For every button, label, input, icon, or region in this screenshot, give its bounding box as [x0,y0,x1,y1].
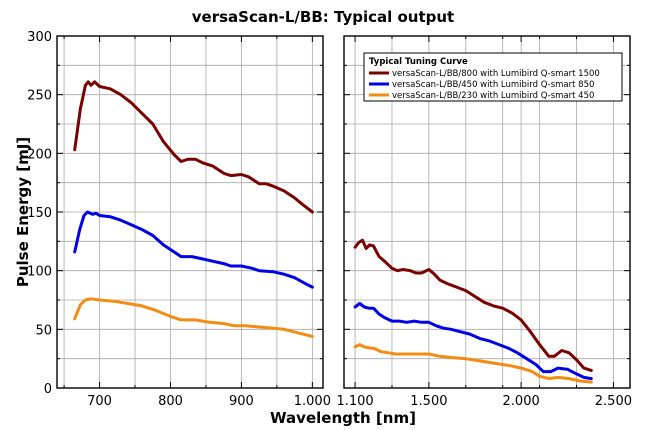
series-line-2-right [353,302,593,381]
series-line-2-left [73,210,314,289]
y-tick-label: 300 [27,30,52,45]
x-tick-label: 700 [87,394,112,409]
legend: Typical Tuning Curve versaScan-L/BB/800 … [363,52,623,102]
series-line-3-left [73,297,314,338]
y-tick-label: 50 [35,323,52,338]
x-tick-label: 800 [158,394,183,409]
y-tick-label: 150 [27,206,52,221]
legend-title: Typical Tuning Curve [369,57,468,67]
x-tick-label: 2.000 [503,394,540,409]
y-tick-label: 200 [27,147,52,162]
series-line-1-right [353,238,593,372]
x-tick-label: 1.100 [336,394,373,409]
series-line-1-left [73,80,314,214]
x-tick-label: 1.500 [410,394,447,409]
left-panel: 700 800 900 1.000 0 50 100 150 200 250 300 [27,30,331,409]
series-line-3-right [353,343,593,384]
x-tick-label: 1.000 [294,394,331,409]
y-tick-label: 0 [44,382,52,397]
y-tick-label: 250 [27,89,52,104]
legend-label-series-1: versaScan-L/BB/800 with Lumibird Q-smart… [392,69,600,79]
legend-box [363,52,623,102]
legend-label-series-3: versaScan-L/BB/230 with Lumibird Q-smart… [392,91,594,101]
y-axis-label: Pulse Energy [mJ] [14,137,32,287]
x-axis-label: Wavelength [nm] [270,409,416,427]
legend-label-series-2: versaScan-L/BB/450 with Lumibird Q-smart… [392,80,594,90]
chart-title: versaScan-L/BB: Typical output [192,8,454,26]
y-tick-label: 100 [27,265,52,280]
x-tick-label: 900 [229,394,254,409]
x-tick-label: 2.500 [595,394,632,409]
